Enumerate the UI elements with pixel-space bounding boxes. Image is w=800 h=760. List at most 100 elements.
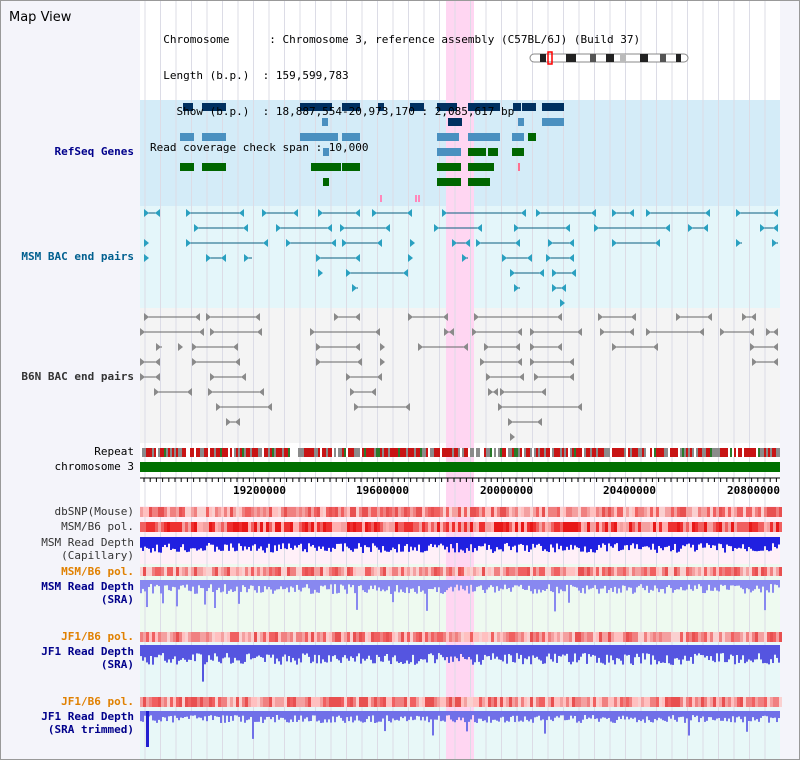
heat-cell <box>692 632 695 642</box>
depth-bar <box>692 645 694 664</box>
heat-cell <box>482 697 485 707</box>
msm-bac-end <box>465 239 470 247</box>
refseq-gene <box>323 178 329 186</box>
depth-bar <box>584 537 586 547</box>
depth-bar <box>310 537 312 547</box>
depth-bar <box>724 537 726 553</box>
heat-cell <box>614 632 617 642</box>
depth-bar <box>440 711 442 722</box>
depth-bar <box>644 580 646 591</box>
heat-cell <box>512 567 515 576</box>
depth-bar <box>754 645 756 660</box>
heat-cell <box>638 522 641 532</box>
heat-cell <box>635 522 638 532</box>
depth-bar <box>342 645 344 658</box>
track-label-b6n-bac[interactable]: B6N BAC end pairs <box>21 370 134 383</box>
heat-cell <box>371 632 374 642</box>
heat-cell <box>602 567 605 576</box>
heat-cell <box>293 632 296 642</box>
depth-bar <box>626 645 628 656</box>
heat-cell <box>404 507 407 517</box>
msm-bac-end <box>612 209 617 217</box>
depth-bar <box>392 537 394 548</box>
depth-bar <box>566 537 568 547</box>
depth-bar <box>256 645 258 657</box>
heat-cell <box>257 567 260 576</box>
b6n-bac-end <box>629 328 634 336</box>
depth-bar <box>486 645 488 657</box>
depth-bar <box>530 645 532 665</box>
depth-bar <box>522 711 524 722</box>
depth-bar <box>386 537 388 552</box>
depth-bar <box>572 537 574 550</box>
depth-bar <box>418 711 420 717</box>
depth-bar <box>320 711 322 723</box>
heat-cell <box>506 697 509 707</box>
heat-cell <box>359 522 362 532</box>
heat-cell <box>152 697 155 707</box>
depth-bar <box>322 645 324 660</box>
repeat-bar <box>348 448 350 457</box>
depth-bar <box>154 711 156 721</box>
repeat-bar <box>394 448 396 457</box>
depth-bar <box>276 537 278 551</box>
heat-cell <box>716 697 719 707</box>
msm-bac-end <box>773 209 778 217</box>
repeat-bar <box>652 448 654 457</box>
repeat-bar <box>314 448 316 457</box>
depth-bar <box>468 580 470 594</box>
heat-cell <box>296 522 299 532</box>
repeat-bar <box>434 448 436 457</box>
heat-cell <box>455 567 458 576</box>
b6n-bac-end <box>752 358 757 366</box>
depth-bar <box>562 711 564 716</box>
depth-bar <box>402 537 404 552</box>
repeat-bar <box>490 448 492 457</box>
repeat-bar <box>708 448 710 457</box>
depth-bar <box>244 580 246 588</box>
depth-bar <box>244 711 246 723</box>
heat-cell <box>200 632 203 642</box>
depth-bar <box>752 580 754 591</box>
heat-cell <box>281 697 284 707</box>
depth-bar <box>184 580 186 588</box>
repeat-bar <box>158 448 160 457</box>
depth-bar <box>602 645 604 664</box>
depth-bar <box>382 645 384 662</box>
heat-cell <box>545 697 548 707</box>
repeat-bar <box>582 448 584 457</box>
heat-cell <box>170 507 173 517</box>
msm-bac-end <box>760 224 765 232</box>
track-label-refseq[interactable]: RefSeq Genes <box>54 145 134 158</box>
depth-bar <box>582 580 584 589</box>
track-label-msm-bac[interactable]: MSM BAC end pairs <box>21 250 134 263</box>
heat-cell <box>503 632 506 642</box>
depth-bar <box>492 580 494 587</box>
heat-cell <box>143 697 146 707</box>
b6n-bac-end <box>488 388 493 396</box>
heat-cell <box>299 567 302 576</box>
depth-bar <box>188 537 190 552</box>
repeat-bar <box>502 448 504 457</box>
depth-bar <box>398 580 400 593</box>
heat-cell <box>470 567 473 576</box>
heat-cell <box>149 567 152 576</box>
heat-cell <box>698 507 701 517</box>
b6n-bac-end <box>178 343 183 351</box>
depth-bar <box>204 645 206 665</box>
depth-bar <box>292 645 294 658</box>
heat-cell <box>557 507 560 517</box>
heat-cell <box>395 567 398 576</box>
heat-cell <box>221 567 224 576</box>
depth-bar <box>626 537 628 546</box>
heat-cell <box>776 567 779 576</box>
heat-cell <box>233 632 236 642</box>
depth-bar <box>622 580 624 586</box>
depth-bar <box>446 711 448 716</box>
heat-cell <box>338 507 341 517</box>
depth-bar <box>570 537 572 545</box>
refseq-gene <box>378 103 384 111</box>
heat-cell <box>566 697 569 707</box>
depth-bar <box>388 711 390 722</box>
